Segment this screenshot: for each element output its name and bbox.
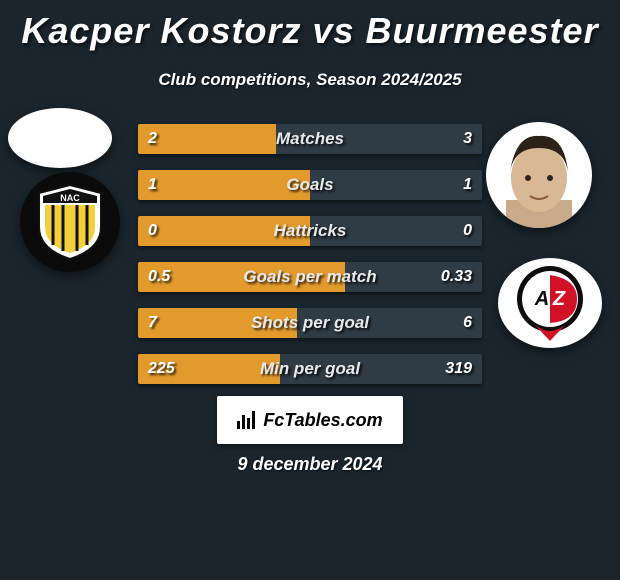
left-club-badge: NAC [20,172,120,272]
page-title: Kacper Kostorz vs Buurmeester [0,0,620,52]
branding-label: FcTables.com [263,410,382,431]
nac-badge-icon: NAC [35,183,105,261]
right-value: 319 [445,354,472,384]
left-value: 2 [148,124,157,154]
stat-row: Goals1 1 [138,170,482,200]
stat-label: Hattricks [138,216,482,246]
stat-row: Shots per goal7 6 [138,308,482,338]
left-value: 7 [148,308,157,338]
left-value: 1 [148,170,157,200]
stat-label: Goals per match [138,262,482,292]
stat-label: Matches [138,124,482,154]
stat-row: Matches2 3 [138,124,482,154]
right-value: 0 [463,216,472,246]
az-badge-icon: A Z [507,265,593,341]
right-club-badge: A Z [498,258,602,348]
right-value: 6 [463,308,472,338]
stat-label: Min per goal [138,354,482,384]
right-value: 0.33 [441,262,472,292]
left-value: 225 [148,354,175,384]
chart-bars-icon [237,411,257,429]
date-label: 9 december 2024 [0,454,620,475]
stat-row: Min per goal225 319 [138,354,482,384]
stat-label: Goals [138,170,482,200]
page-subtitle: Club competitions, Season 2024/2025 [0,70,620,90]
stat-row: Hattricks0 0 [138,216,482,246]
left-value: 0.5 [148,262,170,292]
comparison-rows: Matches2 3 Goals1 1 Hattricks0 0 Goals per mat… [138,124,482,400]
left-value: 0 [148,216,157,246]
svg-text:NAC: NAC [60,193,80,203]
svg-text:Z: Z [552,288,566,310]
stat-row: Goals per match0.5 0.33 [138,262,482,292]
svg-text:A: A [534,288,549,310]
stat-label: Shots per goal [138,308,482,338]
left-player-avatar [8,108,112,168]
right-player-avatar [486,122,592,228]
right-value: 3 [463,124,472,154]
branding-badge: FcTables.com [217,396,403,444]
right-value: 1 [463,170,472,200]
player-face-icon [486,122,592,228]
